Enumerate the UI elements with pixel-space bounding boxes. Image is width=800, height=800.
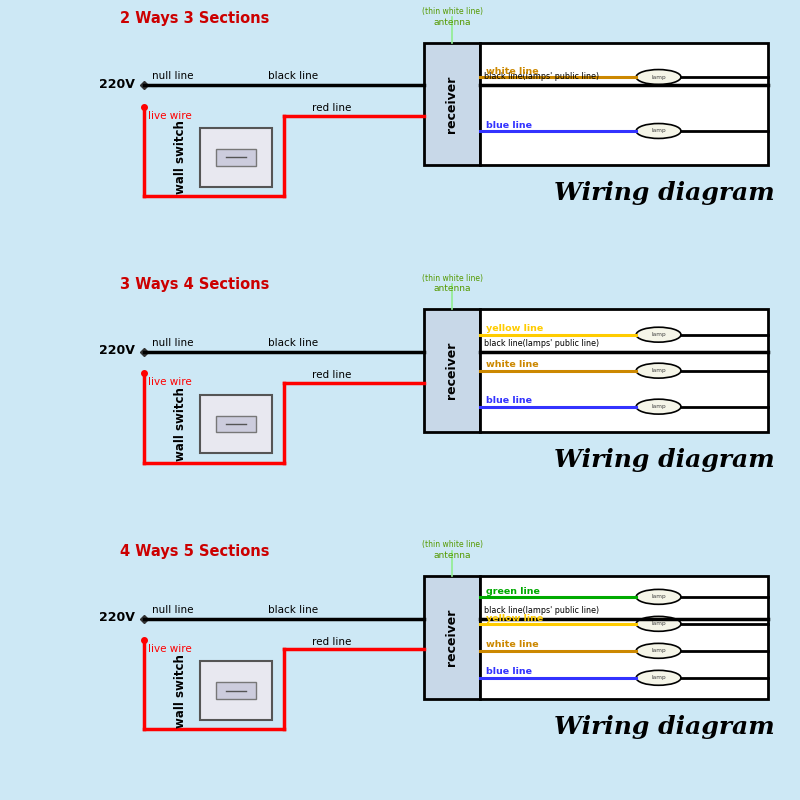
Text: 4 Ways 5 Sections: 4 Ways 5 Sections [120,544,270,559]
Circle shape [636,327,681,342]
Text: wall switch: wall switch [174,120,186,194]
Bar [480,42,768,166]
Text: antenna: antenna [434,284,470,294]
Text: black line(lamps' public line): black line(lamps' public line) [484,72,599,82]
Circle shape [636,590,681,604]
Text: lamp: lamp [651,594,666,599]
Bar [200,394,272,454]
Text: lamp: lamp [651,74,666,79]
Text: lamp: lamp [651,129,666,134]
Text: (thin white line): (thin white line) [422,274,482,282]
Text: black line: black line [268,338,318,348]
Circle shape [636,363,681,378]
Circle shape [636,399,681,414]
Circle shape [636,616,681,631]
Bar [424,310,480,432]
Text: yellow line: yellow line [486,614,544,622]
Text: 220V: 220V [98,78,134,90]
Text: lamp: lamp [651,622,666,626]
Circle shape [636,70,681,85]
Text: black line: black line [268,605,318,614]
Circle shape [636,643,681,658]
Bar [480,576,768,698]
Bar [424,42,480,166]
Text: Wiring diagram: Wiring diagram [554,182,774,206]
Text: red line: red line [312,370,351,380]
Text: live wire: live wire [148,644,192,654]
Text: null line: null line [152,338,194,348]
Text: (thin white line): (thin white line) [422,7,482,16]
Bar [424,576,480,698]
Text: (thin white line): (thin white line) [422,540,482,550]
Bar [216,416,256,432]
Bar [200,128,272,186]
Circle shape [636,123,681,138]
Text: yellow line: yellow line [486,324,544,334]
Text: white line: white line [486,641,539,650]
Text: red line: red line [312,103,351,114]
Bar [216,149,256,166]
Text: blue line: blue line [486,396,533,406]
Text: white line: white line [486,360,539,370]
Bar [200,662,272,720]
Text: 220V: 220V [98,344,134,357]
Text: lamp: lamp [651,332,666,337]
Text: 2 Ways 3 Sections: 2 Ways 3 Sections [120,10,270,26]
Text: lamp: lamp [651,675,666,680]
Text: receiver: receiver [446,75,458,133]
Text: Wiring diagram: Wiring diagram [554,714,774,738]
Text: white line: white line [486,66,539,76]
Circle shape [636,670,681,686]
Text: lamp: lamp [651,368,666,373]
Text: 220V: 220V [98,611,134,624]
Text: live wire: live wire [148,378,192,387]
Text: black line(lamps' public line): black line(lamps' public line) [484,606,599,614]
Text: black line: black line [268,71,318,82]
Text: null line: null line [152,605,194,614]
Text: red line: red line [312,637,351,646]
Text: blue line: blue line [486,667,533,677]
Text: 3 Ways 4 Sections: 3 Ways 4 Sections [120,278,270,292]
Text: live wire: live wire [148,110,192,121]
Text: lamp: lamp [651,648,666,654]
Text: null line: null line [152,71,194,82]
Text: receiver: receiver [446,342,458,399]
Text: lamp: lamp [651,404,666,409]
Text: green line: green line [486,586,540,595]
Text: receiver: receiver [446,609,458,666]
Text: blue line: blue line [486,121,533,130]
Bar [480,310,768,432]
Text: black line(lamps' public line): black line(lamps' public line) [484,339,599,348]
Bar [216,682,256,699]
Text: antenna: antenna [434,551,470,560]
Text: Wiring diagram: Wiring diagram [554,448,774,472]
Text: wall switch: wall switch [174,387,186,461]
Text: antenna: antenna [434,18,470,26]
Text: wall switch: wall switch [174,654,186,728]
